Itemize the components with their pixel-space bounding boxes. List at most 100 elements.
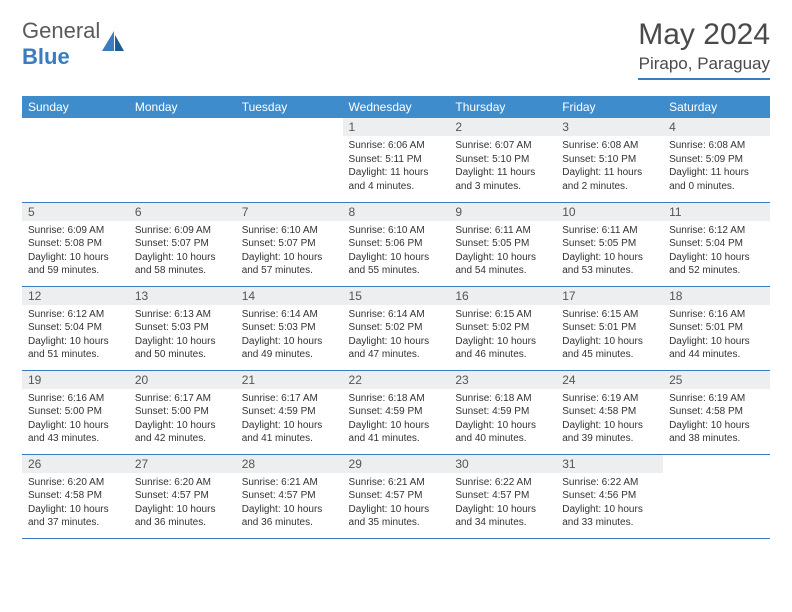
weekday-header: Wednesday [343,96,450,118]
day-number: 29 [343,455,450,473]
location: Pirapo, Paraguay [638,54,770,74]
day-number: 22 [343,371,450,389]
day-body: Sunrise: 6:17 AMSunset: 4:59 PMDaylight:… [236,389,343,452]
day-number: 10 [556,203,663,221]
calendar-cell: 1Sunrise: 6:06 AMSunset: 5:11 PMDaylight… [343,118,450,202]
day-number: 18 [663,287,770,305]
day-body: Sunrise: 6:18 AMSunset: 4:59 PMDaylight:… [343,389,450,452]
day-body: Sunrise: 6:22 AMSunset: 4:57 PMDaylight:… [449,473,556,536]
day-body: Sunrise: 6:09 AMSunset: 5:08 PMDaylight:… [22,221,129,284]
weekday-header: Thursday [449,96,556,118]
day-number: 28 [236,455,343,473]
calendar-cell: 11Sunrise: 6:12 AMSunset: 5:04 PMDayligh… [663,202,770,286]
calendar-cell: 9Sunrise: 6:11 AMSunset: 5:05 PMDaylight… [449,202,556,286]
day-number: 31 [556,455,663,473]
day-body: Sunrise: 6:09 AMSunset: 5:07 PMDaylight:… [129,221,236,284]
day-body: Sunrise: 6:16 AMSunset: 5:00 PMDaylight:… [22,389,129,452]
calendar-cell: 19Sunrise: 6:16 AMSunset: 5:00 PMDayligh… [22,370,129,454]
calendar-week: 19Sunrise: 6:16 AMSunset: 5:00 PMDayligh… [22,370,770,454]
calendar-week: 26Sunrise: 6:20 AMSunset: 4:58 PMDayligh… [22,454,770,538]
day-number: 21 [236,371,343,389]
day-body: Sunrise: 6:18 AMSunset: 4:59 PMDaylight:… [449,389,556,452]
calendar-cell: 13Sunrise: 6:13 AMSunset: 5:03 PMDayligh… [129,286,236,370]
day-number: 24 [556,371,663,389]
calendar-cell: 31Sunrise: 6:22 AMSunset: 4:56 PMDayligh… [556,454,663,538]
day-body: Sunrise: 6:15 AMSunset: 5:02 PMDaylight:… [449,305,556,368]
day-body: Sunrise: 6:06 AMSunset: 5:11 PMDaylight:… [343,136,450,199]
calendar-cell: 3Sunrise: 6:08 AMSunset: 5:10 PMDaylight… [556,118,663,202]
day-number: 8 [343,203,450,221]
day-body [663,473,770,482]
day-number: 7 [236,203,343,221]
calendar-cell: 22Sunrise: 6:18 AMSunset: 4:59 PMDayligh… [343,370,450,454]
calendar-cell: 10Sunrise: 6:11 AMSunset: 5:05 PMDayligh… [556,202,663,286]
day-body: Sunrise: 6:14 AMSunset: 5:02 PMDaylight:… [343,305,450,368]
day-number: 4 [663,118,770,136]
calendar-cell: 26Sunrise: 6:20 AMSunset: 4:58 PMDayligh… [22,454,129,538]
day-number: 11 [663,203,770,221]
day-body [22,136,129,145]
calendar-cell: 15Sunrise: 6:14 AMSunset: 5:02 PMDayligh… [343,286,450,370]
day-number: 27 [129,455,236,473]
day-number: 15 [343,287,450,305]
logo: General Blue [22,18,126,70]
calendar-week: 1Sunrise: 6:06 AMSunset: 5:11 PMDaylight… [22,118,770,202]
calendar-cell: 28Sunrise: 6:21 AMSunset: 4:57 PMDayligh… [236,454,343,538]
day-body: Sunrise: 6:19 AMSunset: 4:58 PMDaylight:… [556,389,663,452]
day-body: Sunrise: 6:21 AMSunset: 4:57 PMDaylight:… [343,473,450,536]
day-number: 17 [556,287,663,305]
day-body: Sunrise: 6:22 AMSunset: 4:56 PMDaylight:… [556,473,663,536]
day-body: Sunrise: 6:11 AMSunset: 5:05 PMDaylight:… [556,221,663,284]
day-body [236,136,343,145]
day-number: 9 [449,203,556,221]
weekday-header: Sunday [22,96,129,118]
calendar-cell: 16Sunrise: 6:15 AMSunset: 5:02 PMDayligh… [449,286,556,370]
day-body: Sunrise: 6:13 AMSunset: 5:03 PMDaylight:… [129,305,236,368]
calendar-cell: 29Sunrise: 6:21 AMSunset: 4:57 PMDayligh… [343,454,450,538]
day-number [129,118,236,136]
day-body: Sunrise: 6:10 AMSunset: 5:07 PMDaylight:… [236,221,343,284]
day-body: Sunrise: 6:14 AMSunset: 5:03 PMDaylight:… [236,305,343,368]
day-body: Sunrise: 6:16 AMSunset: 5:01 PMDaylight:… [663,305,770,368]
title-divider [638,78,770,80]
day-body: Sunrise: 6:20 AMSunset: 4:57 PMDaylight:… [129,473,236,536]
calendar-week: 12Sunrise: 6:12 AMSunset: 5:04 PMDayligh… [22,286,770,370]
day-number: 5 [22,203,129,221]
calendar-cell: 14Sunrise: 6:14 AMSunset: 5:03 PMDayligh… [236,286,343,370]
calendar-cell: 20Sunrise: 6:17 AMSunset: 5:00 PMDayligh… [129,370,236,454]
day-number: 23 [449,371,556,389]
day-body: Sunrise: 6:10 AMSunset: 5:06 PMDaylight:… [343,221,450,284]
calendar-cell: 6Sunrise: 6:09 AMSunset: 5:07 PMDaylight… [129,202,236,286]
day-body: Sunrise: 6:07 AMSunset: 5:10 PMDaylight:… [449,136,556,199]
header: General Blue May 2024 Pirapo, Paraguay [22,18,770,80]
weekday-row: SundayMondayTuesdayWednesdayThursdayFrid… [22,96,770,118]
calendar-body: 1Sunrise: 6:06 AMSunset: 5:11 PMDaylight… [22,118,770,538]
day-number: 14 [236,287,343,305]
day-number: 20 [129,371,236,389]
calendar-cell: 27Sunrise: 6:20 AMSunset: 4:57 PMDayligh… [129,454,236,538]
logo-line2: Blue [22,44,70,69]
calendar-cell: 8Sunrise: 6:10 AMSunset: 5:06 PMDaylight… [343,202,450,286]
day-number: 3 [556,118,663,136]
day-body: Sunrise: 6:08 AMSunset: 5:10 PMDaylight:… [556,136,663,199]
day-body [129,136,236,145]
month-title: May 2024 [638,18,770,52]
calendar-cell: 17Sunrise: 6:15 AMSunset: 5:01 PMDayligh… [556,286,663,370]
day-number: 6 [129,203,236,221]
calendar-cell: 5Sunrise: 6:09 AMSunset: 5:08 PMDaylight… [22,202,129,286]
calendar-cell: 25Sunrise: 6:19 AMSunset: 4:58 PMDayligh… [663,370,770,454]
day-body: Sunrise: 6:21 AMSunset: 4:57 PMDaylight:… [236,473,343,536]
calendar-cell: 4Sunrise: 6:08 AMSunset: 5:09 PMDaylight… [663,118,770,202]
weekday-header: Monday [129,96,236,118]
day-number: 12 [22,287,129,305]
calendar-table: SundayMondayTuesdayWednesdayThursdayFrid… [22,96,770,539]
calendar-week: 5Sunrise: 6:09 AMSunset: 5:08 PMDaylight… [22,202,770,286]
calendar-cell [22,118,129,202]
day-number: 16 [449,287,556,305]
sail-icon [100,29,126,60]
calendar-cell: 23Sunrise: 6:18 AMSunset: 4:59 PMDayligh… [449,370,556,454]
day-body: Sunrise: 6:11 AMSunset: 5:05 PMDaylight:… [449,221,556,284]
calendar-cell: 7Sunrise: 6:10 AMSunset: 5:07 PMDaylight… [236,202,343,286]
day-number [663,455,770,473]
calendar-cell: 21Sunrise: 6:17 AMSunset: 4:59 PMDayligh… [236,370,343,454]
